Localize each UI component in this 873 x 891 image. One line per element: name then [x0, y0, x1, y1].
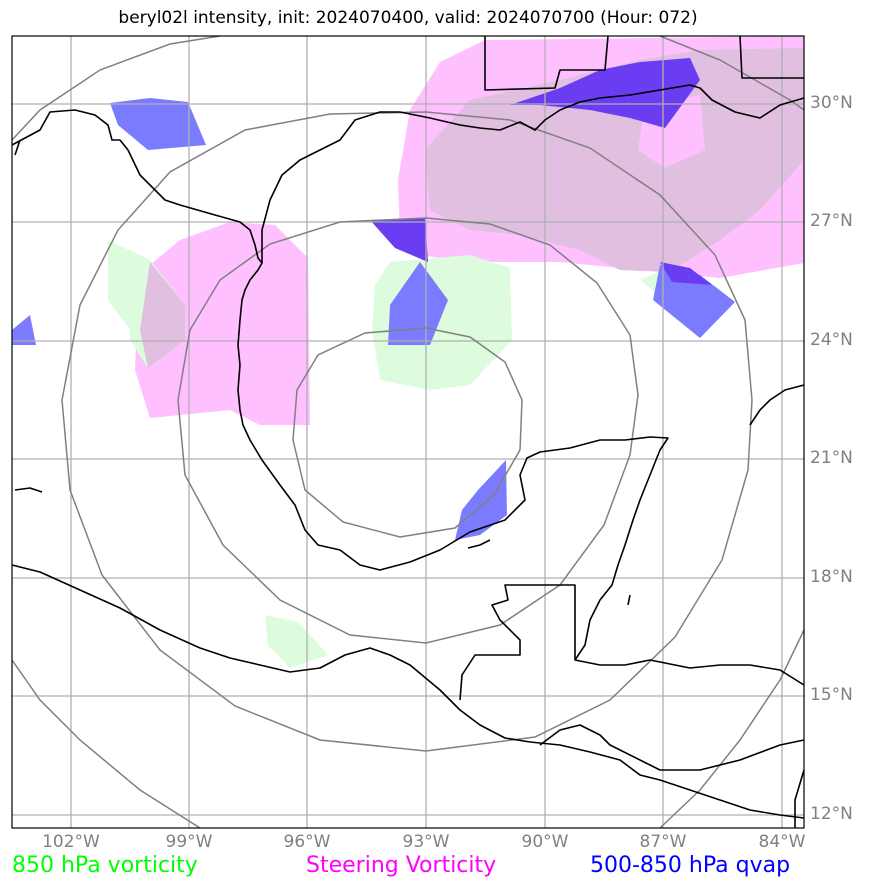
range-ring-outer: [61, 111, 753, 752]
lon-label: 93°W: [402, 832, 450, 852]
range-rings: [11, 35, 805, 829]
central-america-caribbean: [600, 659, 805, 686]
legend-850-vorticity: 850 hPa vorticity: [12, 853, 198, 878]
qvap-yucatan: [455, 460, 507, 540]
us-gulf-coast-east: [261, 84, 805, 263]
lon-label: 87°W: [639, 832, 687, 852]
qvap-east: [653, 265, 735, 338]
yucatan-islands: [14, 487, 631, 606]
florida-west: [749, 384, 805, 426]
lat-label: 15°N: [810, 685, 853, 705]
gulf-coast-us: [11, 109, 669, 661]
mexico-us-border: [14, 139, 21, 156]
lon-label: 99°W: [165, 832, 213, 852]
lat-label: 30°N: [810, 93, 853, 113]
legend-steering-vorticity: Steering Vorticity: [306, 853, 497, 878]
lon-label: 84°W: [758, 832, 806, 852]
mexico-pacific-coast: [11, 564, 805, 819]
range-ring-outermost: [11, 35, 805, 829]
qvap-center-top: [370, 218, 428, 262]
lat-label: 27°N: [810, 211, 853, 231]
legend-qvap: 500-850 hPa qvap: [590, 853, 791, 878]
gridlines: [12, 36, 804, 828]
lat-label: 24°N: [810, 330, 853, 350]
lon-label: 102°W: [42, 832, 100, 852]
lat-label: 12°N: [810, 804, 853, 824]
map-title: beryl02l intensity, init: 2024070400, va…: [118, 8, 698, 28]
lon-label: 96°W: [283, 832, 331, 852]
vorticity-fields: [12, 36, 804, 668]
qvap-texas: [110, 98, 206, 150]
lat-label: 18°N: [810, 567, 853, 587]
qvap-center: [388, 262, 448, 345]
coastlines: [11, 35, 805, 828]
lat-label: 21°N: [810, 448, 853, 468]
qvap-gulf-coast: [510, 58, 700, 128]
honduras-coast: [539, 724, 805, 771]
cuba-fragment: [794, 769, 805, 828]
qvap-west-edge: [12, 315, 36, 345]
steering-vorticity-west: [135, 222, 310, 425]
state-borders: [484, 35, 804, 91]
range-ring-middle: [177, 217, 639, 644]
vort850-south: [265, 615, 328, 668]
plot-frame: [11, 35, 805, 829]
guatemala-border: [459, 584, 601, 701]
qvap-east-dark: [660, 262, 712, 285]
range-ring-inner: [292, 327, 523, 538]
lon-label: 90°W: [521, 832, 569, 852]
